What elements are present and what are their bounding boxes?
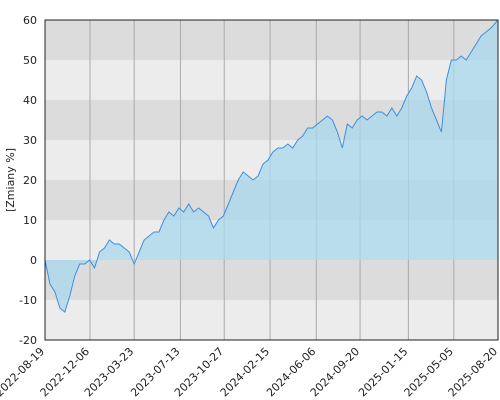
plot-frame: [44, 19, 499, 341]
y-tick-label: -20: [19, 334, 37, 347]
y-axis-label: [Zmiany %]: [4, 148, 17, 212]
y-tick-label: 60: [23, 14, 37, 27]
grid-band: [45, 300, 498, 340]
grid-band: [45, 260, 498, 300]
grid-band: [45, 60, 498, 100]
y-tick-label: 20: [23, 174, 37, 187]
y-tick-label: 50: [23, 54, 37, 67]
y-tick-label: 0: [30, 254, 37, 267]
y-tick-label: 10: [23, 214, 37, 227]
y-tick-label: 30: [23, 134, 37, 147]
y-tick-label: 40: [23, 94, 37, 107]
area: [45, 20, 498, 312]
y-tick-label: -10: [19, 294, 37, 307]
line: [44, 19, 499, 313]
grid-band: [45, 20, 498, 60]
